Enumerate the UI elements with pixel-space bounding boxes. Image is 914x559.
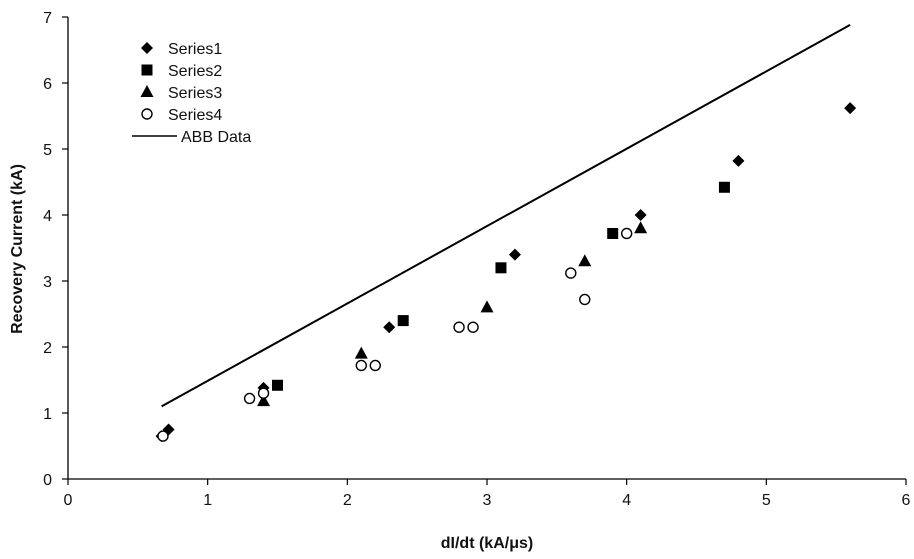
series1-point [844,102,857,115]
series1-point [634,209,647,221]
legend-label-series1: Series1 [168,41,222,58]
series4-point [369,359,381,372]
x-tick-label: 2 [343,492,352,509]
y-tick-label: 3 [43,274,52,291]
series4-point [620,227,633,240]
series3-point [634,221,648,234]
x-tick-label: 1 [203,492,212,509]
series2-point [718,181,730,193]
legend-swatch-series2 [141,64,153,76]
y-tick-label: 0 [43,472,52,489]
y-tick-label: 2 [43,340,52,357]
legend-label-series4: Series4 [168,107,222,124]
marker-layer [155,102,857,443]
x-tick-label: 5 [762,492,771,509]
series4-point [467,321,479,333]
series1-point [732,154,745,167]
series3-point [480,300,494,313]
series3-point [354,346,368,359]
series4-point [157,430,169,442]
series4-point [565,267,577,279]
y-axis-title: Recovery Current (kA) [9,164,26,334]
x-axis-title: dI/dt (kA/μs) [441,535,533,552]
series2-point [397,315,409,327]
legend-swatch-series3 [140,85,154,97]
series3-point [578,254,592,267]
series4-point [579,293,591,306]
legend-swatch-series4 [141,108,153,120]
y-tick-label: 7 [43,10,52,27]
x-tick-label: 0 [64,492,73,509]
series4-point [257,387,270,399]
tick-layer: 0 1 2 3 4 5 6 0 1 2 3 4 5 6 7 [43,10,910,509]
series3-point [257,394,271,407]
y-tick-label: 5 [43,142,52,159]
x-tick-label: 6 [902,492,911,509]
y-tick-label: 1 [43,406,52,423]
legend-label-abb-data: ABB Data [181,129,251,146]
line-layer [161,24,851,408]
abb-data-line [161,24,851,408]
y-tick-label: 6 [43,76,52,93]
series2-point [495,262,507,274]
x-tick-label: 4 [622,492,631,509]
legend: Series1 Series2 Series3 Series4 ABB Data [132,41,251,146]
series4-point [355,359,367,372]
series4-point [453,321,465,333]
legend-label-series2: Series2 [168,63,222,80]
series1-point [508,248,521,261]
legend-label-series3: Series3 [168,85,222,102]
legend-swatch-series1 [141,42,153,54]
series1-point [383,321,396,334]
series2-point [607,227,619,239]
y-tick-label: 4 [43,208,52,225]
x-tick-label: 3 [483,492,492,509]
series2-point [272,379,283,391]
series4-point [243,392,256,405]
